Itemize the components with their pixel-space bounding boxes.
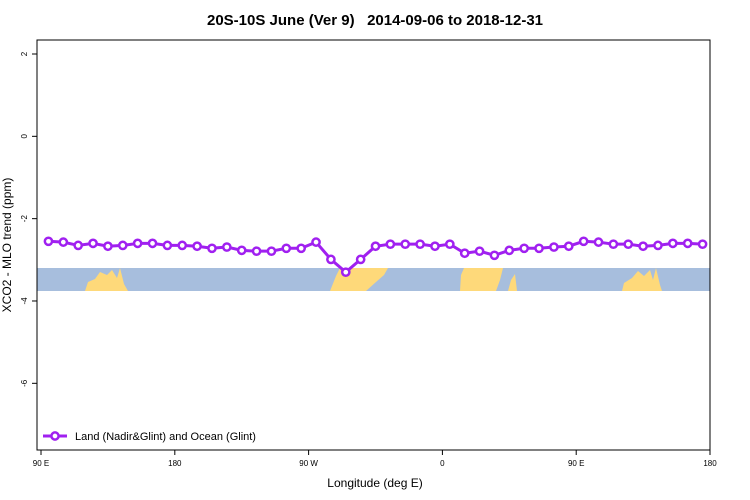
data-point	[355, 254, 366, 265]
y-tick-label: -4	[20, 297, 29, 305]
data-point	[281, 243, 292, 254]
data-point	[103, 241, 113, 252]
data-point	[682, 238, 693, 249]
data-point	[162, 240, 173, 251]
data-point	[563, 241, 574, 252]
data-point	[459, 248, 470, 259]
x-tick-label: 90 E	[33, 459, 49, 468]
data-point	[73, 240, 84, 251]
data-point	[593, 237, 604, 247]
data-point	[608, 239, 619, 250]
data-point	[326, 254, 336, 265]
data-point	[266, 246, 277, 257]
data-point	[653, 240, 663, 251]
data-point	[88, 238, 98, 249]
x-tick-label: 0	[440, 459, 445, 468]
data-point	[192, 241, 202, 252]
data-point	[504, 245, 515, 256]
data-point	[430, 241, 440, 252]
data-point	[207, 243, 217, 254]
map-strip	[37, 268, 710, 291]
x-tick-label: 180	[703, 459, 717, 468]
data-point	[697, 239, 708, 250]
data-point	[385, 239, 396, 250]
data-point	[311, 237, 321, 247]
chart-title: 20S-10S June (Ver 9) 2014-09-06 to 2018-…	[207, 12, 543, 29]
data-point	[623, 239, 634, 250]
data-point	[667, 238, 678, 249]
data-point	[638, 241, 648, 252]
data-point	[489, 250, 500, 261]
data-point	[296, 243, 307, 254]
plot-frame	[36, 39, 711, 451]
x-tick-label: 90 W	[299, 459, 318, 468]
data-point	[444, 239, 455, 250]
legend-marker	[50, 431, 60, 441]
data-point	[132, 238, 143, 249]
data-point	[578, 236, 589, 247]
data-point	[43, 236, 54, 247]
legend-label: Land (Nadir&Glint) and Ocean (Glint)	[75, 431, 256, 443]
y-tick-label: -6	[20, 379, 29, 387]
x-axis-label: Longitude (deg E)	[327, 476, 422, 490]
y-axis-label: XCO2 - MLO trend (ppm)	[0, 178, 14, 313]
land	[622, 268, 662, 291]
y-tick-label: 2	[20, 51, 29, 56]
data-point	[519, 243, 530, 254]
y-tick-label: -2	[20, 215, 29, 223]
data-point	[147, 238, 158, 249]
data-point	[370, 241, 381, 252]
y-tick-label: 0	[20, 134, 29, 139]
data-point	[177, 240, 188, 251]
data-point	[474, 246, 485, 257]
x-tick-label: 90 E	[568, 459, 584, 468]
data-point	[117, 240, 128, 251]
data-point	[534, 243, 544, 254]
land	[85, 268, 128, 291]
data-point	[221, 242, 232, 252]
data-point	[236, 245, 247, 256]
land	[460, 268, 517, 291]
x-tick-label: 180	[168, 459, 182, 468]
data-point	[415, 239, 425, 250]
data-point	[400, 239, 411, 250]
data-point	[251, 246, 262, 257]
data-point	[58, 237, 69, 247]
data-point	[340, 267, 351, 278]
data-point	[549, 242, 559, 252]
